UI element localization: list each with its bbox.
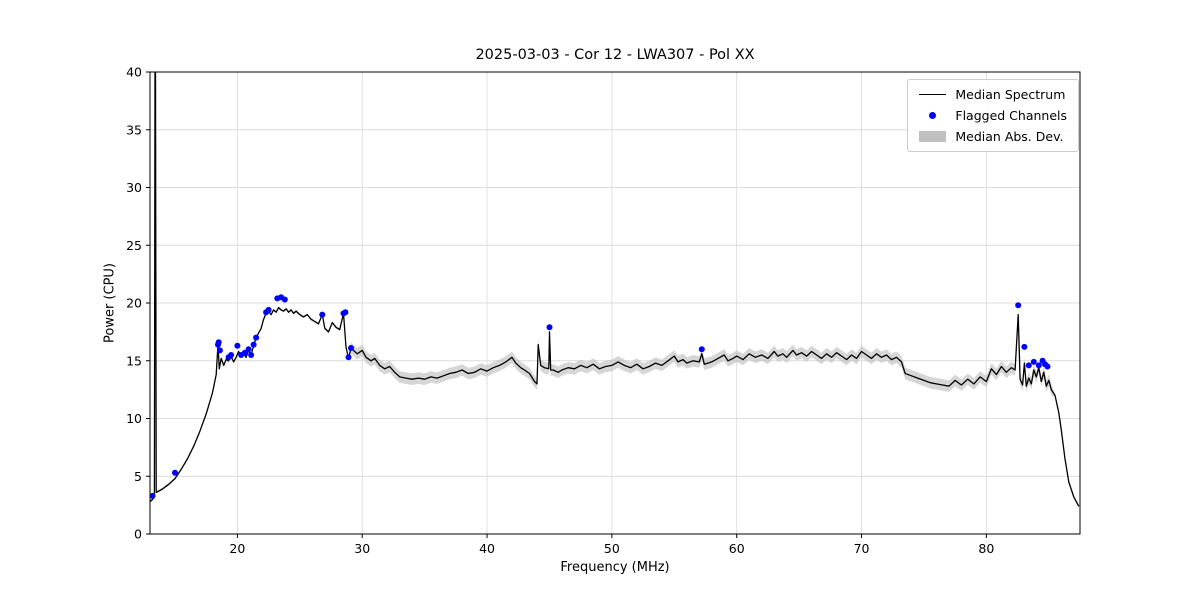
legend-label-median-abs-dev: Median Abs. Dev. (955, 129, 1064, 144)
svg-text:60: 60 (729, 541, 745, 556)
svg-text:5: 5 (134, 469, 142, 484)
svg-text:40: 40 (126, 65, 142, 80)
legend: Median Spectrum Flagged Channels Median … (907, 79, 1079, 152)
svg-text:30: 30 (126, 180, 142, 195)
line-swatch-icon (919, 94, 947, 95)
grid-lines (150, 71, 1080, 535)
legend-entry-median-abs-dev: Median Abs. Dev. (919, 129, 1067, 144)
svg-text:20: 20 (229, 541, 245, 556)
median-abs-dev-patch-swatch (919, 131, 947, 142)
svg-text:30: 30 (354, 541, 370, 556)
flagged-channel-markers (150, 294, 1051, 499)
svg-text:20: 20 (126, 296, 142, 311)
svg-text:25: 25 (126, 238, 142, 253)
y-axis-label: Power (CPU) (102, 262, 118, 344)
svg-text:15: 15 (126, 353, 142, 368)
svg-text:50: 50 (604, 541, 620, 556)
svg-text:35: 35 (126, 122, 142, 137)
flagged-channels-dot-swatch (919, 112, 946, 119)
legend-entry-median-spectrum: Median Spectrum (919, 87, 1067, 102)
svg-text:0: 0 (134, 527, 142, 542)
x-axis-label: Frequency (MHz) (560, 560, 670, 575)
svg-text:70: 70 (854, 541, 870, 556)
svg-text:40: 40 (479, 541, 495, 556)
legend-label-median-spectrum: Median Spectrum (955, 87, 1066, 102)
x-tick-labels: 20 30 40 50 60 70 80 (229, 534, 994, 556)
legend-entry-flagged-channels: Flagged Channels (919, 108, 1067, 123)
median-spectrum-line (150, 72, 1080, 507)
dot-swatch-icon (929, 112, 937, 119)
svg-text:80: 80 (978, 541, 994, 556)
chart-title: 2025-03-03 - Cor 12 - LWA307 - Pol XX (475, 47, 755, 63)
median-spectrum-line-swatch (919, 94, 947, 95)
legend-label-flagged-channels: Flagged Channels (955, 108, 1067, 123)
svg-text:10: 10 (126, 411, 142, 426)
patch-swatch-icon (919, 131, 947, 142)
y-tick-labels: 0 5 10 15 20 25 30 35 40 (126, 65, 150, 542)
